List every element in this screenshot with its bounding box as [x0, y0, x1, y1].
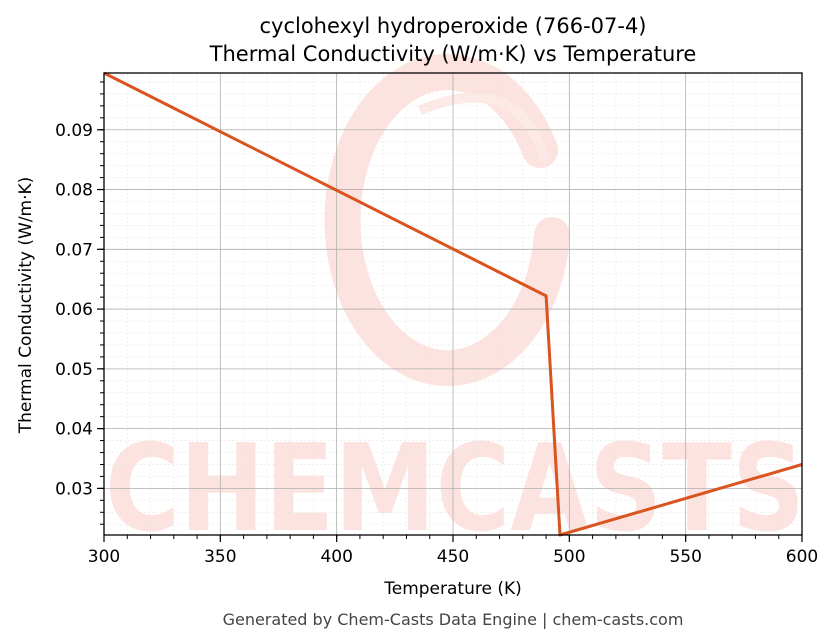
axis-ticks	[97, 81, 803, 542]
series-layer	[103, 71, 803, 537]
watermark-logo: CHEMCASTS	[105, 54, 805, 559]
x-tick-labels: 300 350 400 450 500 550 600	[88, 547, 818, 567]
chart-subtitle: Thermal Conductivity (W/m·K) vs Temperat…	[209, 42, 697, 66]
footer-credit: Generated by Chem-Casts Data Engine | ch…	[223, 610, 684, 629]
x-tick-label: 350	[204, 547, 236, 567]
series-line	[103, 71, 803, 537]
chart-title: cyclohexyl hydroperoxide (766-07-4)	[259, 14, 646, 38]
y-tick-label: 0.06	[55, 300, 93, 320]
y-axis-label: Thermal Conductivity (W/m·K)	[16, 177, 36, 435]
y-tick-label: 0.04	[55, 420, 93, 440]
y-tick-label: 0.09	[55, 121, 93, 141]
major-grid	[103, 73, 803, 535]
y-tick-label: 0.03	[55, 479, 93, 499]
y-tick-label: 0.07	[55, 240, 93, 260]
x-axis-label: Temperature (K)	[383, 579, 522, 599]
x-tick-label: 500	[553, 547, 585, 567]
x-tick-label: 600	[786, 547, 818, 567]
watermark-text: CHEMCASTS	[105, 420, 805, 559]
x-tick-label: 400	[320, 547, 352, 567]
y-tick-label: 0.08	[55, 181, 93, 201]
y-tick-label: 0.05	[55, 360, 93, 380]
x-tick-label: 300	[88, 547, 120, 567]
x-tick-label: 450	[437, 547, 469, 567]
y-tick-labels: 0.03 0.04 0.05 0.06 0.07 0.08 0.09	[55, 121, 93, 500]
x-tick-label: 550	[669, 547, 701, 567]
